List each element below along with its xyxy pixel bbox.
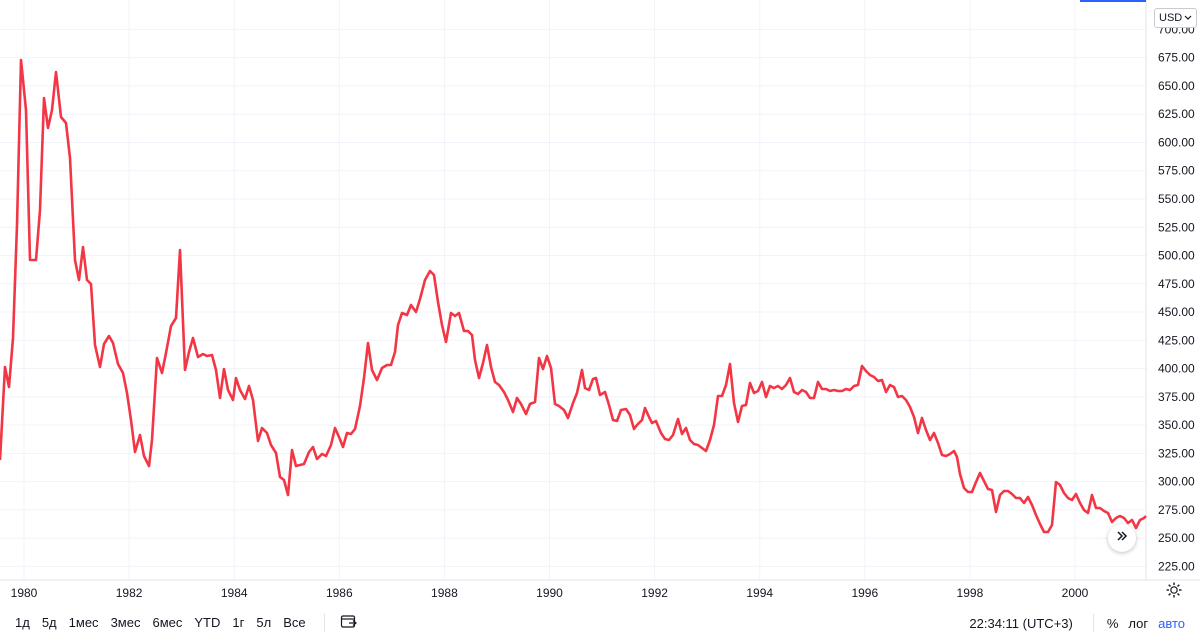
x-tick-label: 1984 <box>221 586 248 600</box>
range-ytd-button[interactable]: YTD <box>194 615 221 630</box>
y-tick-label: 600.00 <box>1158 135 1195 149</box>
range-1m-button[interactable]: 1мес <box>68 615 99 630</box>
y-tick-label: 525.00 <box>1158 220 1195 234</box>
x-tick-label: 1988 <box>431 586 458 600</box>
range-5d-button[interactable]: 5д <box>41 615 57 630</box>
range-1y-button[interactable]: 1г <box>232 615 245 630</box>
x-tick-label: 1986 <box>326 586 353 600</box>
currency-button[interactable]: USD <box>1154 8 1198 28</box>
currency-label: USD <box>1159 12 1183 24</box>
y-tick-label: 250.00 <box>1158 531 1195 545</box>
x-tick-label: 1994 <box>746 586 773 600</box>
y-tick-label: 450.00 <box>1158 305 1195 319</box>
price-chart[interactable]: 225.00 250.00 275.00 300.00 325.00 350.00 375.… <box>0 0 1200 606</box>
y-tick-label: 475.00 <box>1158 277 1195 291</box>
x-tick-label: 1996 <box>851 586 878 600</box>
x-tick-label: 1998 <box>957 586 984 600</box>
log-scale-button[interactable]: лог <box>1128 615 1149 631</box>
percent-scale-button[interactable]: % <box>1106 615 1119 631</box>
range-1d-button[interactable]: 1д <box>15 615 30 630</box>
y-tick-label: 375.00 <box>1158 390 1195 404</box>
y-tick-label: 625.00 <box>1158 107 1195 121</box>
y-tick-label: 225.00 <box>1158 559 1195 573</box>
series-layer <box>0 58 1147 534</box>
x-tick-label: 1992 <box>641 586 668 600</box>
range-all-button[interactable]: Все <box>283 615 306 630</box>
x-tick-label: 2000 <box>1062 586 1089 600</box>
go-to-date-button[interactable] <box>337 611 361 635</box>
chevron-down-icon <box>1184 9 1192 27</box>
gear-icon <box>1165 581 1183 604</box>
range-3m-button[interactable]: 3мес <box>110 615 141 630</box>
range-5y-button[interactable]: 5л <box>256 615 272 630</box>
x-tick-label: 1980 <box>11 586 38 600</box>
chart-grid <box>0 0 1146 580</box>
y-tick-label: 575.00 <box>1158 164 1195 178</box>
y-tick-label: 350.00 <box>1158 418 1195 432</box>
bottom-toolbar: 1д 5д 1мес 3мес 6мес YTD 1г 5л Все 22:34… <box>0 608 1200 638</box>
scroll-to-realtime-button[interactable] <box>1108 524 1136 552</box>
y-tick-label: 325.00 <box>1158 446 1195 460</box>
toolbar-right: 22:34:11 (UTC+3) % лог авто <box>969 608 1190 638</box>
y-tick-label: 550.00 <box>1158 192 1195 206</box>
y-tick-label: 300.00 <box>1158 475 1195 489</box>
y-tick-label: 275.00 <box>1158 503 1195 517</box>
x-tick-label: 1990 <box>536 586 563 600</box>
toolbar-divider-right <box>1092 614 1094 632</box>
range-6m-button[interactable]: 6мес <box>152 615 183 630</box>
double-chevron-right-icon <box>1115 529 1129 548</box>
clock-timezone[interactable]: 22:34:11 (UTC+3) <box>969 615 1073 631</box>
calendar-goto-icon <box>340 614 358 633</box>
y-tick-label: 425.00 <box>1158 333 1195 347</box>
y-tick-label: 650.00 <box>1158 79 1195 93</box>
y-tick-label: 675.00 <box>1158 51 1195 65</box>
chart-settings-button[interactable] <box>1164 582 1184 602</box>
price-series-line <box>0 58 1147 534</box>
x-tick-label: 1982 <box>116 586 143 600</box>
y-tick-label: 500.00 <box>1158 249 1195 263</box>
time-axis[interactable]: 1980 1982 1984 1986 1988 1990 1992 1994 1996 1998… <box>11 586 1089 600</box>
auto-scale-button[interactable]: авто <box>1158 615 1185 631</box>
toolbar-divider <box>323 614 325 632</box>
price-axis[interactable]: 225.00 250.00 275.00 300.00 325.00 350.00 375.… <box>1158 22 1195 573</box>
y-tick-label: 400.00 <box>1158 362 1195 376</box>
